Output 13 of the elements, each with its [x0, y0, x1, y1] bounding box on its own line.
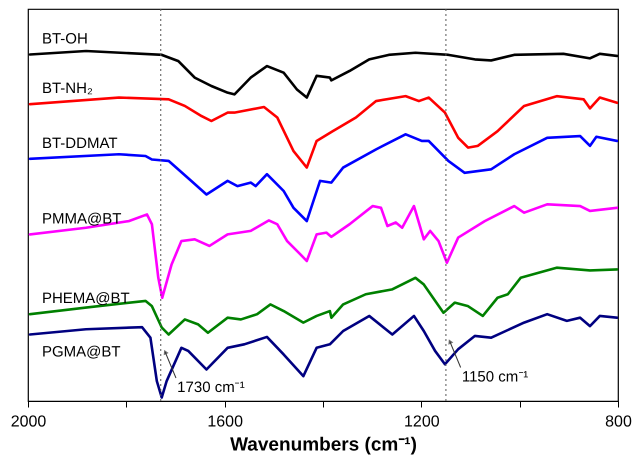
- series-label: PMMA@BT: [42, 210, 122, 228]
- series-label: BT-DDMAT: [42, 134, 118, 152]
- series-label: BT-NH₂: [42, 80, 93, 98]
- x-tick-label: 1600: [207, 414, 244, 430]
- x-axis-title: Wavenumbers (cm⁻¹): [230, 434, 417, 456]
- series-label: PHEMA@BT: [42, 290, 130, 308]
- annotation: 1730 cm⁻¹: [177, 379, 245, 396]
- x-tick-label: 1200: [404, 414, 440, 430]
- series-label: BT-OH: [42, 30, 88, 48]
- x-tick-label: 800: [605, 414, 632, 430]
- x-tick-label: 2000: [10, 414, 46, 430]
- annotation: 1150 cm⁻¹: [462, 368, 528, 386]
- series-label: PGMA@BT: [42, 344, 121, 360]
